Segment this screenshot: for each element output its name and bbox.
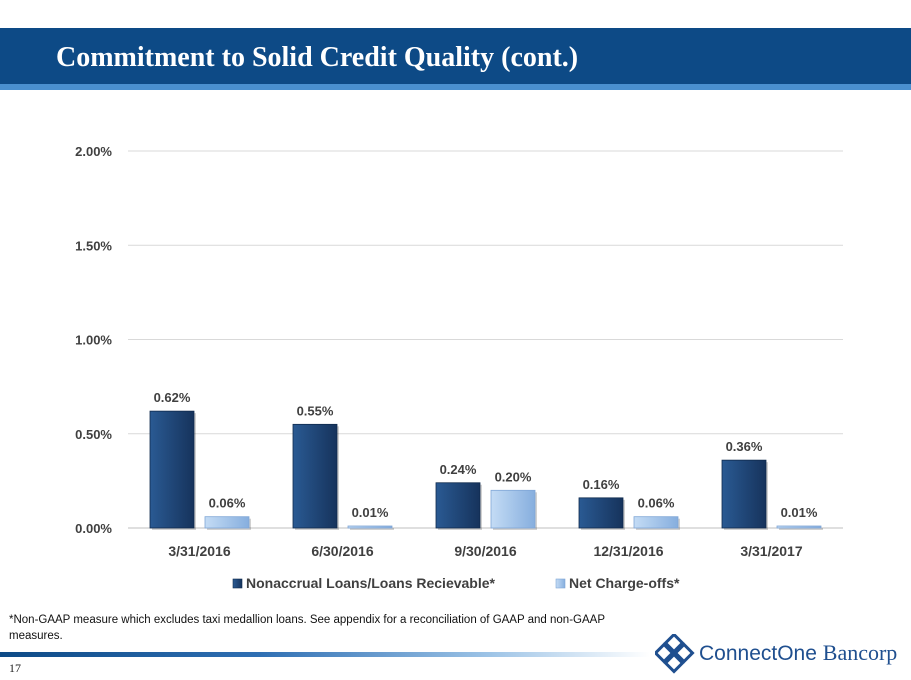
legend-swatch <box>232 578 243 589</box>
bottom-stripe <box>0 652 650 657</box>
x-tick-label: 9/30/2016 <box>454 543 516 559</box>
bar <box>435 482 481 529</box>
title-underline <box>0 84 911 90</box>
data-label: 0.01% <box>352 505 389 520</box>
data-label: 0.24% <box>440 462 477 477</box>
x-tick-label: 3/31/2017 <box>740 543 802 559</box>
bar <box>578 497 624 529</box>
data-label: 0.62% <box>154 390 191 405</box>
logo-brand-second: Bancorp <box>822 640 898 665</box>
bar <box>347 525 393 529</box>
data-label: 0.01% <box>781 505 818 520</box>
data-label: 0.20% <box>495 469 532 484</box>
legend-label: Net Charge-offs* <box>569 575 680 591</box>
page-number: 17 <box>9 661 21 675</box>
bar <box>721 459 767 529</box>
bar-shadow <box>350 528 394 530</box>
y-tick-label: 1.50% <box>75 238 112 253</box>
slide-title: Commitment to Solid Credit Quality (cont… <box>56 42 579 73</box>
bar <box>149 410 195 529</box>
data-label: 0.36% <box>726 439 763 454</box>
company-logo: ConnectOne Bancorp <box>655 634 905 674</box>
data-label: 0.06% <box>209 496 246 511</box>
footnote: *Non-GAAP measure which excludes taxi me… <box>9 614 605 642</box>
legend-label: Nonaccrual Loans/Loans Recievable* <box>246 575 496 591</box>
bar <box>204 516 250 529</box>
data-label: 0.55% <box>297 403 334 418</box>
bar <box>292 423 338 529</box>
title-band <box>0 28 911 84</box>
y-tick-label: 1.00% <box>75 333 112 348</box>
bar <box>633 516 679 529</box>
x-tick-label: 6/30/2016 <box>311 543 373 559</box>
data-label: 0.06% <box>638 496 675 511</box>
bar-shadow <box>779 528 823 530</box>
y-tick-label: 0.00% <box>75 521 112 536</box>
x-tick-label: 12/31/2016 <box>593 543 663 559</box>
logo-brand-first: ConnectOne <box>699 642 817 665</box>
data-label: 0.16% <box>583 477 620 492</box>
x-tick-label: 3/31/2016 <box>168 543 230 559</box>
bar-chart: 0.00% 0.50% 1.00% 1.50% 2.00% 0.62% 0.06% 3/31/… <box>75 144 843 591</box>
y-tick-label: 2.00% <box>75 144 112 159</box>
legend-swatch <box>555 578 566 589</box>
y-tick-label: 0.50% <box>75 427 112 442</box>
bar <box>776 525 822 529</box>
diamond-knot-icon <box>655 634 695 674</box>
logo-wordmark: ConnectOne Bancorp <box>699 638 897 669</box>
bar <box>490 489 536 529</box>
